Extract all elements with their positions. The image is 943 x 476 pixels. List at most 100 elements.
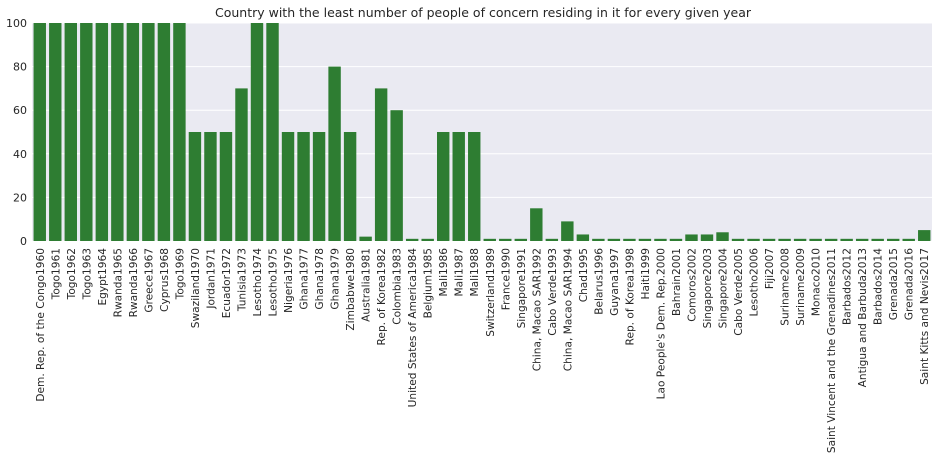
bar <box>793 238 807 241</box>
bar <box>173 23 186 241</box>
bar <box>297 132 310 241</box>
y-tick-label: 40 <box>13 148 27 161</box>
x-tick-label: Singapore2004 <box>718 248 730 329</box>
bar <box>499 238 512 241</box>
chart-title: Country with the least number of people … <box>215 5 752 20</box>
bar <box>126 23 140 241</box>
bar <box>530 208 543 241</box>
x-tick-label: Barbados2012 <box>842 248 854 325</box>
bar <box>887 238 900 241</box>
bars <box>33 23 931 242</box>
x-tick-label: Rwanda1965 <box>112 248 124 317</box>
x-tick-label: Tunisia1973 <box>236 248 248 312</box>
bar <box>142 23 155 241</box>
x-tick-label: Comoros2002 <box>686 248 698 322</box>
x-tick-label: Mali1986 <box>438 248 450 297</box>
x-tick-label: Rwanda1966 <box>128 248 140 318</box>
x-tick-label: Togo1969 <box>174 248 186 300</box>
bar <box>747 238 760 241</box>
bar <box>390 110 403 241</box>
x-tick-label: Belarus1996 <box>593 248 605 315</box>
x-tick-label: Saint Kitts and Nevis2017 <box>919 248 931 385</box>
bar <box>778 238 791 241</box>
x-tick-label: Egypt1964 <box>97 248 109 306</box>
x-tick-label: Guyana1997 <box>609 248 621 316</box>
bar <box>374 88 388 242</box>
y-tick-label: 100 <box>6 17 27 30</box>
x-tick-label: Swaziland1970 <box>190 248 202 328</box>
x-tick-label: Lao People's Dem. Rep.2000 <box>655 248 667 400</box>
x-tick-label: Chad1995 <box>578 248 590 302</box>
x-tick-label: Zimbabwe1980 <box>345 248 357 331</box>
x-tick-label: Ghana1977 <box>299 248 311 310</box>
bar <box>654 238 667 241</box>
bar <box>716 232 729 241</box>
x-tick-label: Togo1962 <box>66 248 78 300</box>
x-tick-label: Togo1961 <box>50 248 62 300</box>
bar <box>250 23 264 241</box>
bar <box>840 238 853 241</box>
bar <box>204 132 217 241</box>
x-tick-label: Suriname2009 <box>795 248 807 326</box>
x-tick-label: Ghana1979 <box>330 248 342 310</box>
x-tick-label: Cabo Verde2005 <box>733 248 745 336</box>
bar <box>219 132 233 241</box>
bar <box>157 23 171 241</box>
bar <box>871 238 884 241</box>
x-tick-label: Jordan1971 <box>205 248 217 310</box>
bar <box>483 238 496 241</box>
bar <box>312 132 326 241</box>
bar <box>111 23 124 241</box>
x-tick-label: China, Macao SAR1992 <box>531 248 543 371</box>
x-tick-label: Ghana1978 <box>314 248 326 310</box>
x-axis-ticks: Dem. Rep. of the Congo1960 Togo1961 Togo19… <box>35 248 931 453</box>
x-tick-label: Mali1987 <box>454 248 466 296</box>
x-tick-label: Lesotho1974 <box>252 248 264 317</box>
bar <box>855 238 869 241</box>
bar <box>809 238 822 241</box>
y-tick-label: 0 <box>20 235 27 248</box>
bar <box>824 238 838 241</box>
x-tick-label: Nigeria1976 <box>283 248 295 313</box>
x-tick-label: Lesotho2006 <box>749 248 761 317</box>
x-tick-label: Ecuador1972 <box>221 248 233 318</box>
x-tick-label: Saint Vincent and the Grenadines2011 <box>826 248 838 453</box>
bar <box>49 23 62 241</box>
bar <box>405 238 419 241</box>
y-tick-label: 80 <box>13 61 27 74</box>
bar <box>700 234 714 241</box>
bar <box>235 88 248 242</box>
bar <box>607 238 621 241</box>
x-tick-label: Togo1963 <box>81 248 93 300</box>
bar <box>514 238 527 241</box>
bar <box>545 238 559 241</box>
bar <box>592 238 605 241</box>
x-tick-label: Haiti1999 <box>640 248 652 299</box>
x-tick-label: Barbados2014 <box>873 248 885 325</box>
bar <box>638 238 652 241</box>
x-tick-label: Dem. Rep. of the Congo1960 <box>35 248 47 402</box>
bar <box>762 238 776 241</box>
x-tick-label: Antigua and Barbuda2013 <box>857 248 869 387</box>
x-tick-label: Belgium1985 <box>423 248 435 318</box>
x-tick-label: Mali1988 <box>469 248 481 297</box>
x-tick-label: Lesotho1975 <box>268 248 280 317</box>
bar <box>421 238 434 241</box>
bar <box>266 23 279 241</box>
x-tick-label: Switzerland1989 <box>485 248 497 337</box>
x-tick-label: Rep. of Korea1998 <box>624 248 636 346</box>
bar <box>902 238 915 241</box>
bar <box>437 132 450 241</box>
x-tick-label: Singapore2003 <box>702 248 714 328</box>
bar <box>623 238 636 241</box>
bar <box>359 236 372 241</box>
bar <box>33 23 46 241</box>
x-tick-label: United States of America1984 <box>407 248 419 408</box>
x-tick-label: Suriname2008 <box>780 248 792 326</box>
x-tick-label: Monaco2010 <box>811 248 823 316</box>
bar <box>669 238 683 241</box>
x-tick-label: Singapore1991 <box>516 248 528 328</box>
bar <box>281 132 295 241</box>
